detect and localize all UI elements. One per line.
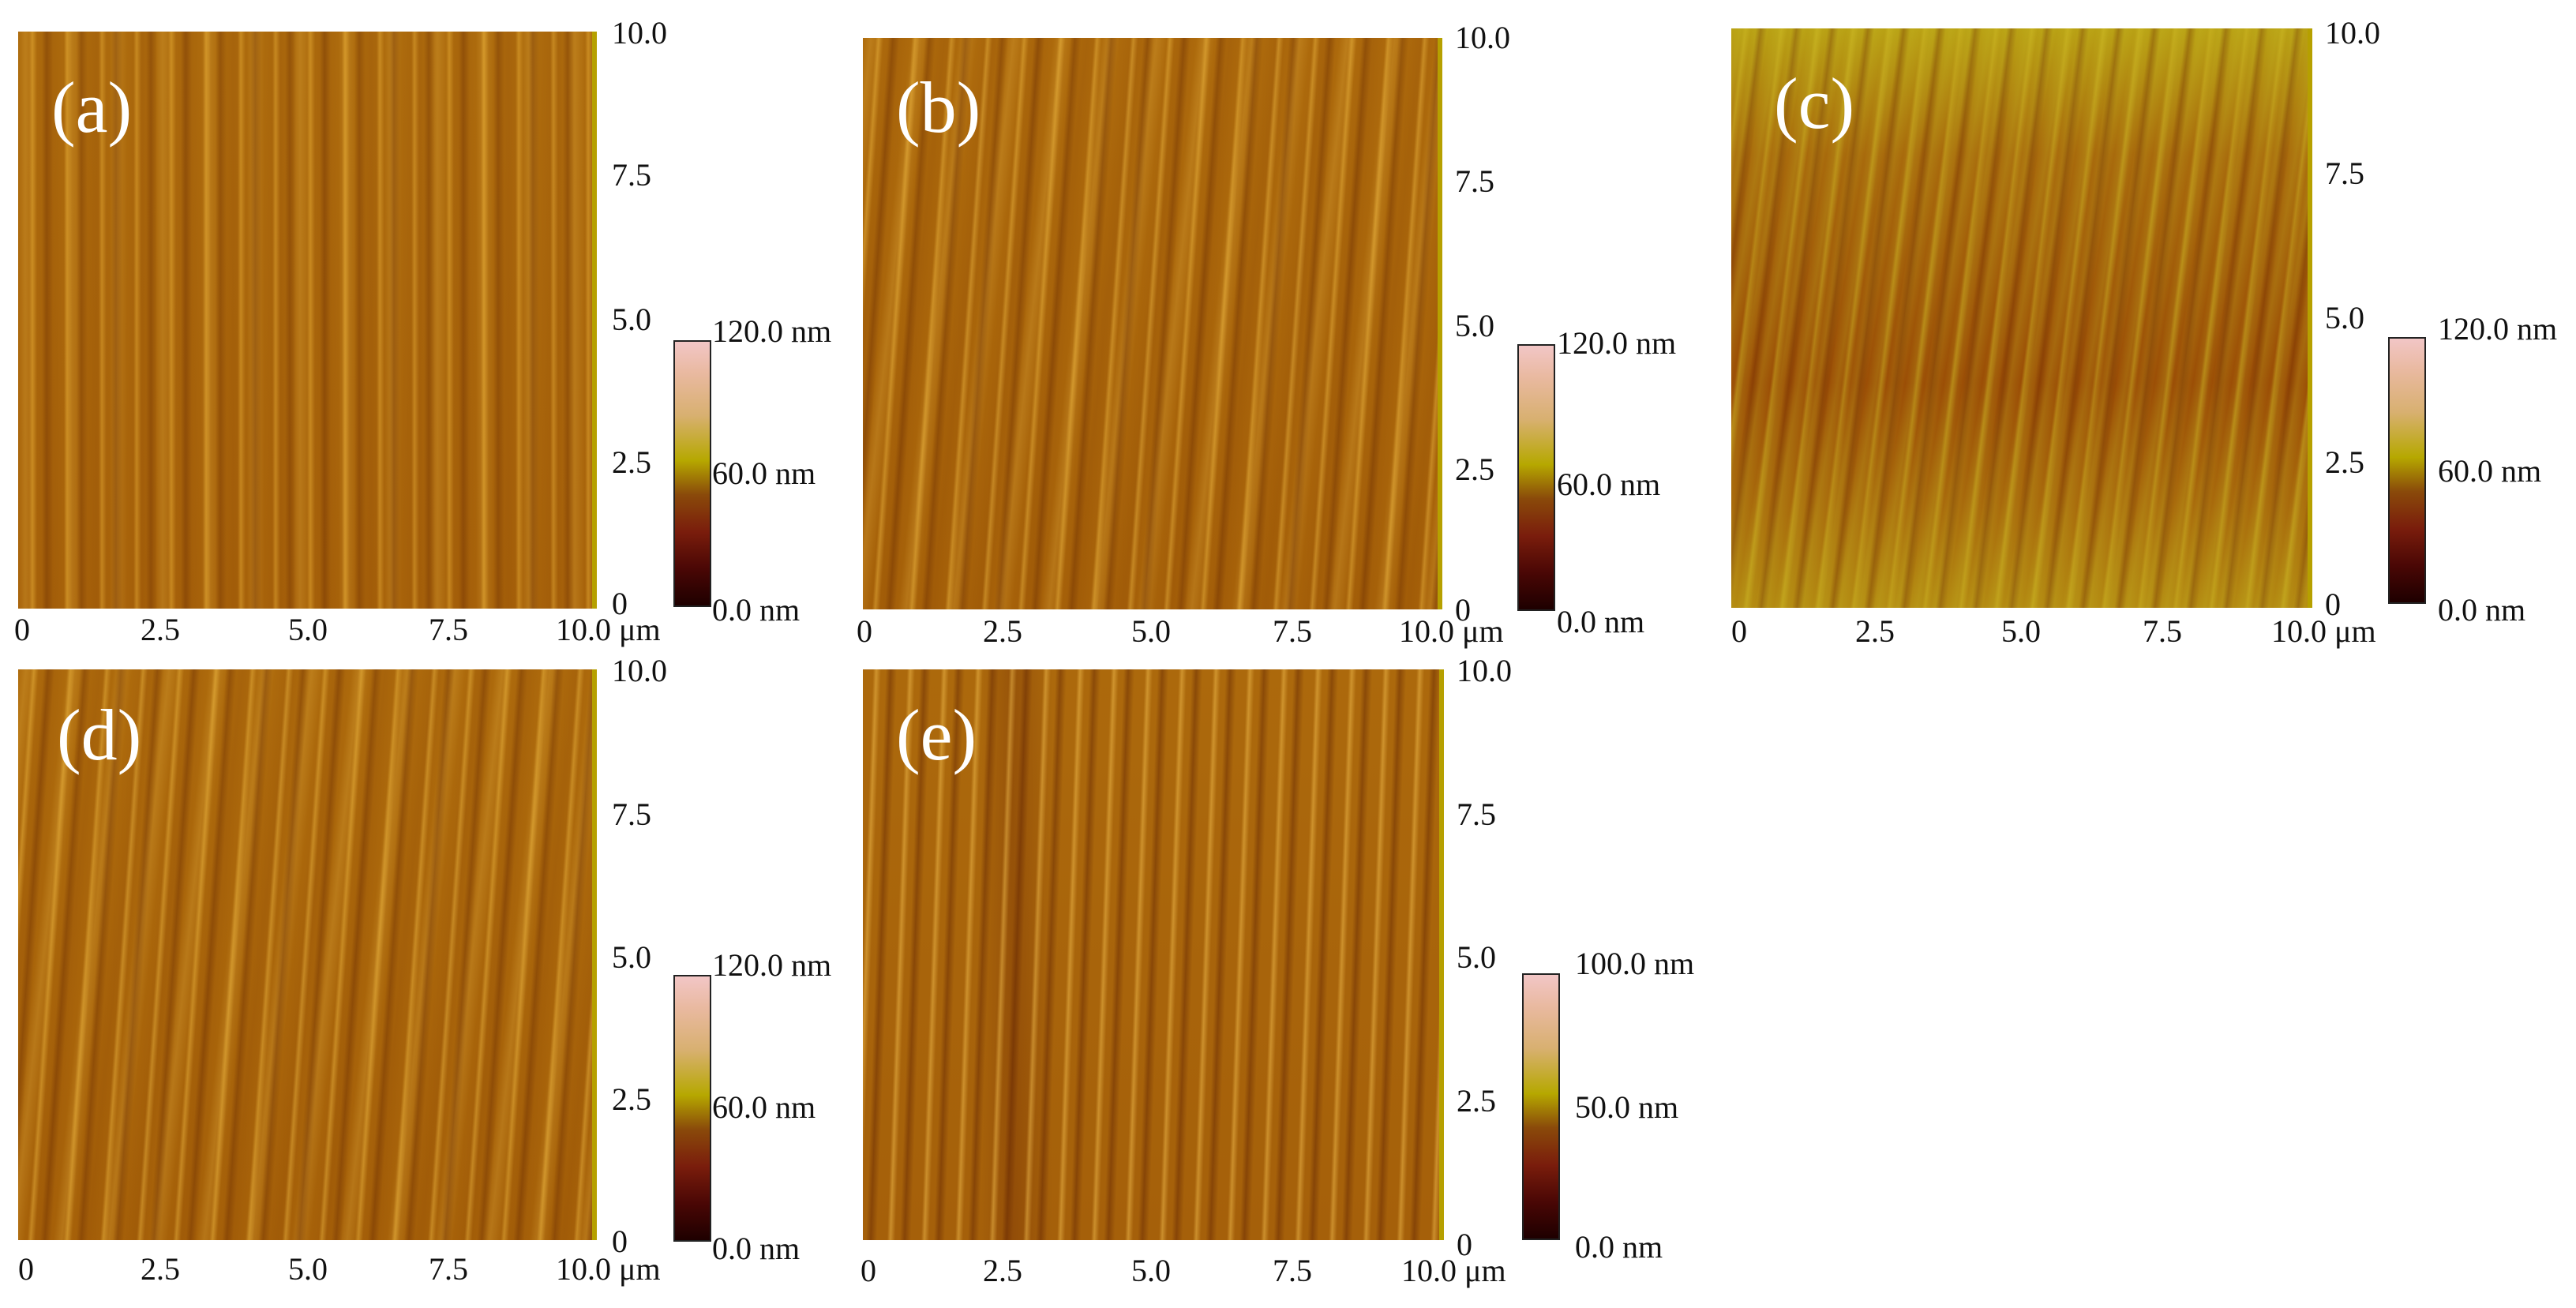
y-tick: 0 bbox=[1457, 1227, 1472, 1262]
afm-height-map bbox=[18, 32, 592, 609]
y-axis-line bbox=[592, 669, 597, 1240]
x-tick: 5.0 bbox=[288, 612, 328, 647]
y-tick: 7.5 bbox=[2325, 156, 2364, 191]
height-colorbar bbox=[2388, 337, 2426, 604]
y-tick: 7.5 bbox=[1457, 796, 1496, 832]
height-colorbar bbox=[1517, 344, 1555, 611]
afm-height-map bbox=[18, 669, 592, 1240]
afm-height-map bbox=[1731, 28, 2308, 608]
height-colorbar bbox=[1522, 973, 1560, 1240]
colorbar-max-label: 120.0 nm bbox=[2438, 311, 2558, 347]
y-tick: 5.0 bbox=[2325, 300, 2364, 335]
x-tick: 2.5 bbox=[983, 613, 1022, 649]
x-tick: 2.5 bbox=[141, 612, 180, 647]
y-tick: 5.0 bbox=[612, 302, 651, 337]
colorbar-max-label: 120.0 nm bbox=[712, 313, 832, 349]
colorbar-min-label: 0.0 nm bbox=[712, 592, 801, 628]
colorbar-mid-label: 60.0 nm bbox=[712, 455, 816, 491]
x-tick: 7.5 bbox=[1273, 1253, 1312, 1288]
x-tick: 10.0 μm bbox=[2271, 613, 2376, 649]
x-tick: 5.0 bbox=[1131, 1253, 1171, 1288]
x-tick: 2.5 bbox=[1855, 613, 1895, 649]
x-tick: 10.0 μm bbox=[556, 612, 661, 647]
colorbar-min-label: 0.0 nm bbox=[2438, 592, 2526, 628]
y-tick: 0 bbox=[612, 586, 628, 621]
x-tick: 0 bbox=[1731, 613, 1747, 649]
y-axis-line bbox=[1438, 38, 1442, 609]
y-tick: 2.5 bbox=[612, 444, 651, 480]
colorbar-min-label: 0.0 nm bbox=[1557, 604, 1645, 639]
panel-label: (d) bbox=[57, 695, 142, 775]
afm-height-map bbox=[863, 38, 1438, 609]
y-tick: 0 bbox=[612, 1224, 628, 1259]
y-tick: 10.0 bbox=[612, 15, 667, 51]
height-colorbar bbox=[673, 975, 711, 1242]
x-tick: 2.5 bbox=[141, 1251, 180, 1287]
panel-label: (c) bbox=[1774, 63, 1855, 144]
y-tick: 2.5 bbox=[612, 1081, 651, 1117]
panel-label: (b) bbox=[896, 67, 981, 148]
afm-height-map bbox=[863, 669, 1439, 1240]
colorbar-max-label: 120.0 nm bbox=[1557, 325, 1677, 361]
y-tick: 7.5 bbox=[1455, 163, 1494, 199]
y-tick: 2.5 bbox=[2325, 444, 2364, 480]
x-tick: 7.5 bbox=[429, 612, 468, 647]
x-tick: 10.0 μm bbox=[1401, 1253, 1506, 1288]
colorbar-min-label: 0.0 nm bbox=[1575, 1229, 1663, 1265]
colorbar-max-label: 100.0 nm bbox=[1575, 946, 1695, 981]
x-tick: 0 bbox=[861, 1253, 876, 1288]
y-tick: 5.0 bbox=[612, 939, 651, 975]
x-tick: 5.0 bbox=[2001, 613, 2041, 649]
y-tick: 5.0 bbox=[1455, 308, 1494, 343]
colorbar-mid-label: 60.0 nm bbox=[1557, 467, 1661, 502]
colorbar-max-label: 120.0 nm bbox=[712, 947, 832, 983]
y-tick: 10.0 bbox=[2325, 15, 2380, 51]
y-tick: 7.5 bbox=[612, 157, 651, 193]
x-tick: 5.0 bbox=[1131, 613, 1171, 649]
y-tick: 0 bbox=[2325, 587, 2341, 622]
colorbar-mid-label: 50.0 nm bbox=[1575, 1089, 1679, 1125]
x-tick: 0 bbox=[14, 612, 30, 647]
x-tick: 7.5 bbox=[2143, 613, 2182, 649]
panel-label: (a) bbox=[51, 67, 133, 148]
y-tick: 10.0 bbox=[1455, 20, 1510, 55]
x-tick: 7.5 bbox=[429, 1251, 468, 1287]
x-tick: 10.0 μm bbox=[556, 1251, 661, 1287]
height-colorbar bbox=[673, 340, 711, 607]
colorbar-min-label: 0.0 nm bbox=[712, 1231, 801, 1266]
y-axis-line bbox=[1439, 669, 1444, 1240]
panel-label: (e) bbox=[896, 695, 977, 775]
x-tick: 2.5 bbox=[983, 1253, 1022, 1288]
y-axis-line bbox=[2308, 28, 2312, 608]
x-tick: 0 bbox=[18, 1251, 34, 1287]
y-tick: 10.0 bbox=[1457, 653, 1512, 688]
x-tick: 0 bbox=[857, 613, 872, 649]
x-tick: 5.0 bbox=[288, 1251, 328, 1287]
y-tick: 2.5 bbox=[1455, 452, 1494, 487]
y-tick: 10.0 bbox=[612, 653, 667, 688]
y-axis-line bbox=[592, 32, 597, 609]
y-tick: 2.5 bbox=[1457, 1083, 1496, 1119]
colorbar-mid-label: 60.0 nm bbox=[712, 1089, 816, 1125]
y-tick: 7.5 bbox=[612, 796, 651, 832]
x-tick: 10.0 μm bbox=[1399, 613, 1504, 649]
y-tick: 5.0 bbox=[1457, 939, 1496, 975]
colorbar-mid-label: 60.0 nm bbox=[2438, 453, 2542, 489]
x-tick: 7.5 bbox=[1273, 613, 1312, 649]
y-tick: 0 bbox=[1455, 592, 1471, 628]
